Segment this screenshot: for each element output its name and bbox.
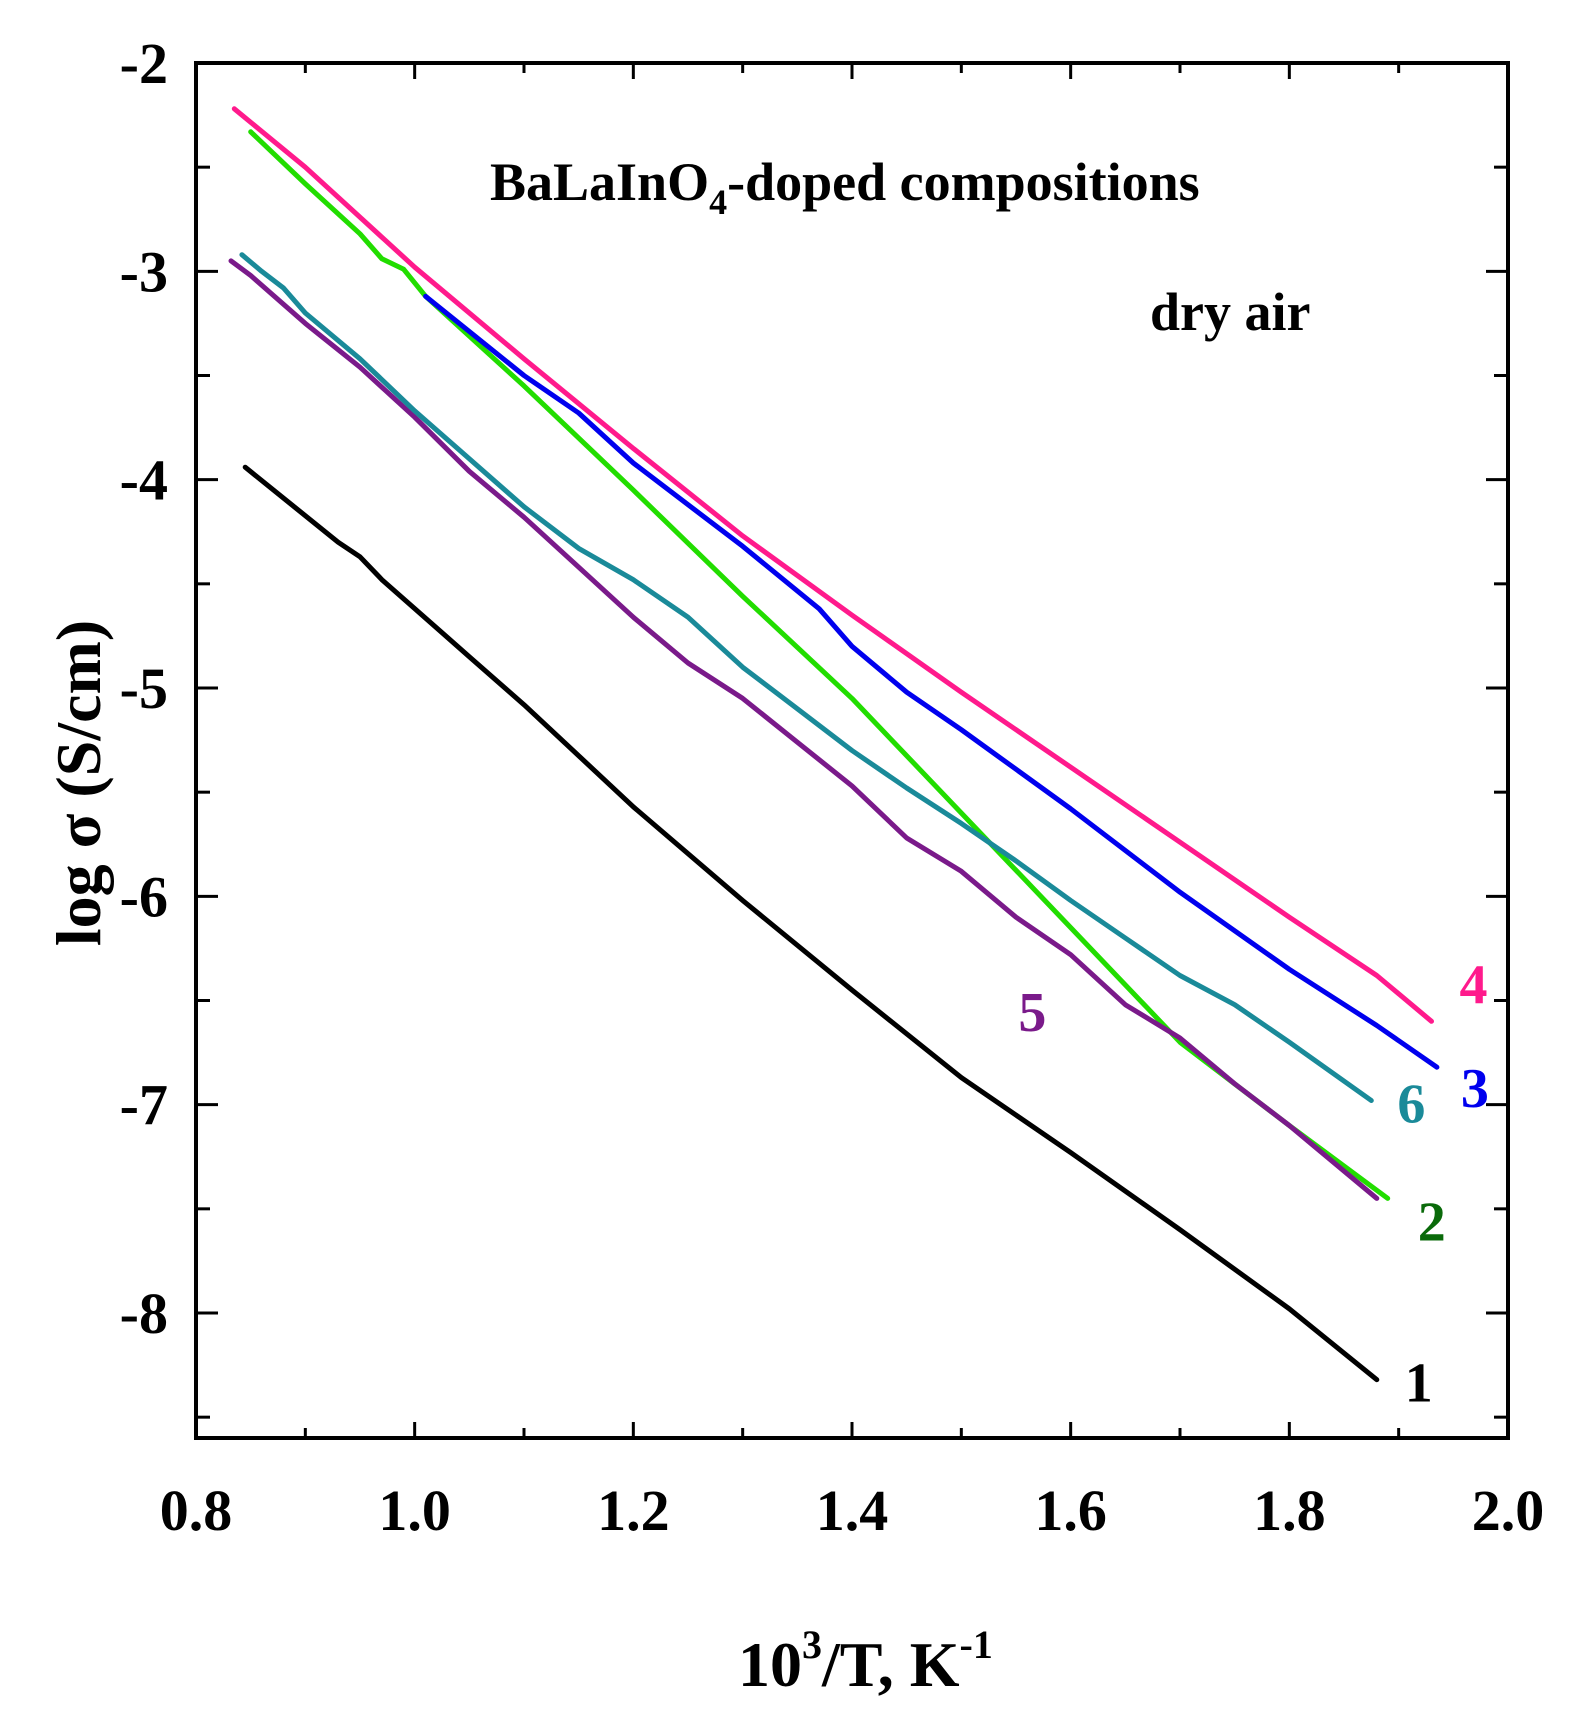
y-tick-label: -7 — [120, 1073, 168, 1138]
series-label-3: 3 — [1461, 1058, 1489, 1120]
annotation-subscript: 4 — [709, 182, 727, 222]
annotation-main: BaLaInO — [490, 152, 709, 212]
series-label-6: 6 — [1397, 1074, 1425, 1136]
x-tick-label: 1.6 — [1034, 1478, 1107, 1543]
condition-annotation: dry air — [1150, 282, 1310, 342]
y-axis-title: log σ (S/cm) — [43, 620, 114, 946]
composition-annotation: BaLaInO4-doped compositions — [490, 152, 1200, 222]
xlabel-mid: /T, K — [821, 1629, 960, 1700]
series-line-3 — [426, 296, 1437, 1067]
x-tick-label: 1.0 — [378, 1478, 451, 1543]
series-label-1: 1 — [1405, 1353, 1433, 1415]
x-tick-label: 2.0 — [1472, 1478, 1545, 1543]
y-axis-tick-labels: -2 -3 -4 -5 -6 -7 -8 — [120, 31, 168, 1346]
series-line-6 — [242, 255, 1371, 1101]
x-tick-label: 1.8 — [1253, 1478, 1326, 1543]
x-axis-tick-labels: 0.8 1.0 1.2 1.4 1.6 1.8 2.0 — [160, 1478, 1545, 1543]
xlabel-base: 10 — [738, 1629, 802, 1700]
y-tick-label: -5 — [120, 656, 168, 721]
y-tick-label: -2 — [120, 31, 168, 96]
conductivity-chart: 0.8 1.0 1.2 1.4 1.6 1.8 2.0 -2 -3 -4 -5 -6 -7 -8 1 2 3… — [0, 0, 1583, 1733]
y-tick-label: -3 — [120, 239, 168, 304]
y-tick-label: -8 — [120, 1281, 168, 1346]
x-axis-title: 103/T, K-1 — [738, 1622, 993, 1700]
x-tick-label: 0.8 — [160, 1478, 233, 1543]
series-label-4: 4 — [1459, 954, 1487, 1016]
series-label-5: 5 — [1018, 982, 1046, 1044]
series-line-4 — [234, 109, 1431, 1022]
xlabel-superscript: 3 — [802, 1622, 822, 1667]
series-label-2: 2 — [1418, 1191, 1446, 1253]
y-tick-label: -4 — [120, 448, 168, 513]
x-tick-label: 1.4 — [816, 1478, 889, 1543]
series-labels: 1 2 3 4 5 6 — [1018, 954, 1489, 1414]
xlabel-superscript-2: -1 — [960, 1622, 993, 1667]
annotation-rest: -doped compositions — [727, 152, 1200, 212]
x-tick-label: 1.2 — [597, 1478, 670, 1543]
y-tick-label: -6 — [120, 864, 168, 929]
